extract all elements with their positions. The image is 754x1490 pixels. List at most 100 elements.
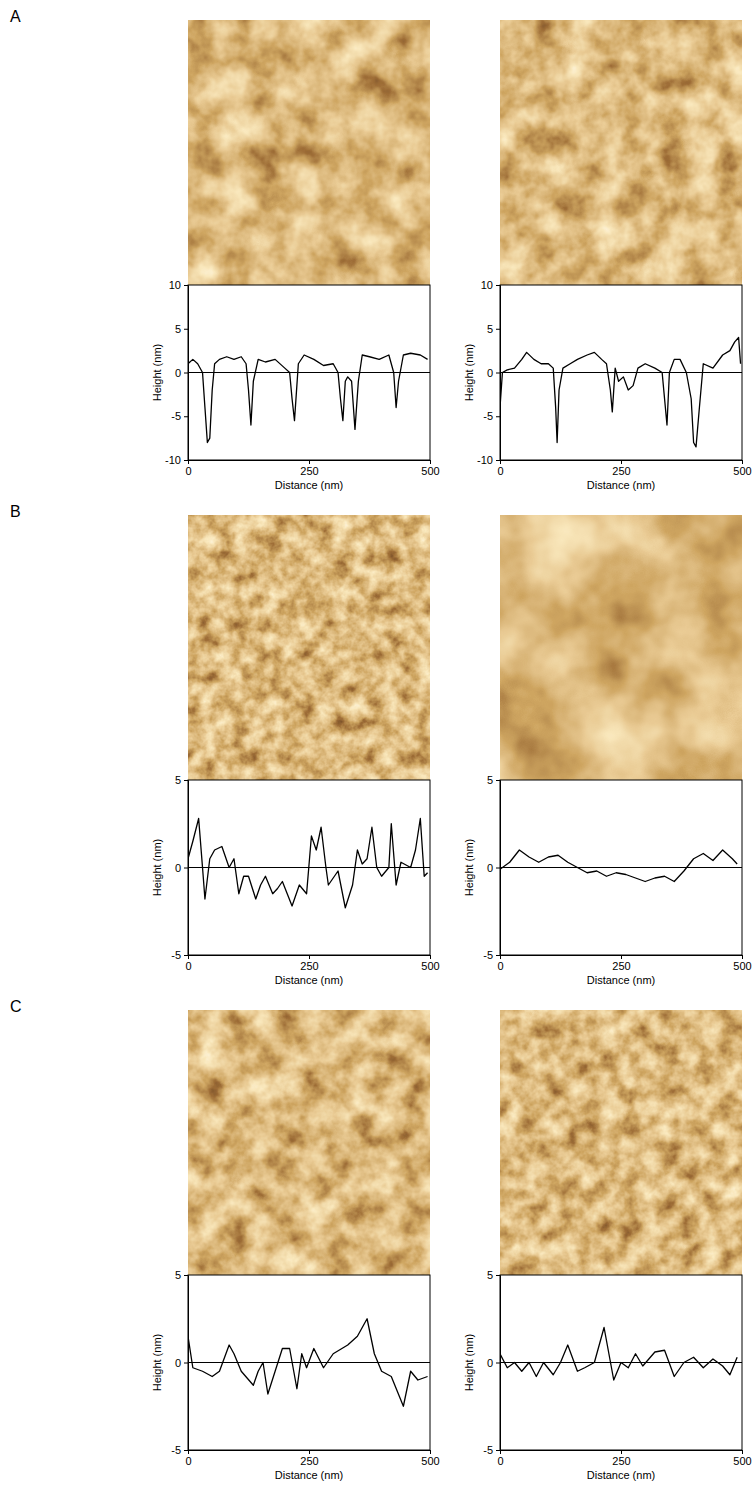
x-axis: 0 250 500 bbox=[185, 1450, 439, 1467]
tick-mark bbox=[184, 329, 188, 330]
tick-mark bbox=[496, 868, 500, 869]
x-axis-title: Distance (nm) bbox=[587, 479, 655, 491]
tick: 0 bbox=[175, 1357, 188, 1369]
tick: -5 bbox=[171, 410, 188, 422]
tick-label: 5 bbox=[175, 323, 181, 335]
y-axis: -505 bbox=[483, 1269, 500, 1456]
tick-mark bbox=[621, 955, 622, 959]
tick-mark bbox=[496, 1363, 500, 1364]
tick: 250 bbox=[300, 460, 318, 477]
afm-image bbox=[500, 1010, 742, 1275]
panel-letter: A bbox=[10, 8, 21, 25]
tick-label: 250 bbox=[612, 1455, 630, 1467]
y-axis: -505 bbox=[171, 774, 188, 961]
tick-label: 0 bbox=[487, 862, 493, 874]
plot-area bbox=[188, 819, 430, 908]
axis-line bbox=[496, 286, 501, 461]
tick-mark bbox=[184, 373, 188, 374]
tick-mark bbox=[309, 1450, 310, 1454]
tick-label: 0 bbox=[497, 465, 503, 477]
y-axis-title: Height (nm) bbox=[463, 344, 475, 401]
x-axis: 0 250 500 bbox=[497, 1450, 751, 1467]
plot-frame bbox=[500, 780, 742, 955]
tick: 500 bbox=[733, 955, 751, 972]
tick-label: -5 bbox=[483, 410, 493, 422]
tick: 0 bbox=[487, 862, 500, 874]
tick: -5 bbox=[483, 949, 500, 961]
x-axis-title: Distance (nm) bbox=[275, 479, 343, 491]
tick-label: 500 bbox=[421, 1455, 439, 1467]
tick-mark bbox=[621, 460, 622, 464]
tick-label: 250 bbox=[300, 960, 318, 972]
tick: 10 bbox=[169, 279, 188, 291]
tick-label: 5 bbox=[487, 323, 493, 335]
plot-frame bbox=[188, 780, 430, 955]
tick-label: 5 bbox=[487, 774, 493, 786]
tick-mark bbox=[184, 780, 188, 781]
tick-label: 5 bbox=[487, 1269, 493, 1281]
tick-mark bbox=[184, 868, 188, 869]
plot-frame bbox=[500, 1275, 742, 1450]
afm-image bbox=[500, 20, 742, 285]
axis-line bbox=[184, 286, 189, 461]
height-profile bbox=[188, 1319, 428, 1407]
tick-mark bbox=[430, 1450, 431, 1454]
tick: 5 bbox=[487, 1269, 500, 1281]
y-axis: -10 -5 0 5 10 bbox=[165, 279, 188, 466]
tick: -5 bbox=[483, 1444, 500, 1456]
tick: 500 bbox=[421, 1450, 439, 1467]
tick: 250 bbox=[612, 460, 630, 477]
y-axis: -5 0 5 bbox=[483, 774, 500, 961]
afm-image bbox=[188, 1010, 430, 1275]
tick: 0 bbox=[175, 862, 188, 874]
x-axis-title: Distance (nm) bbox=[587, 1469, 655, 1481]
axis-line bbox=[496, 781, 501, 956]
tick-label: -10 bbox=[165, 454, 181, 466]
tick-mark bbox=[496, 955, 500, 956]
panel: 0 250 500 -5 0 5 bbox=[483, 515, 751, 972]
tick-mark bbox=[309, 955, 310, 959]
tick-mark bbox=[496, 460, 500, 461]
tick-mark bbox=[184, 460, 188, 461]
tick: 500 bbox=[733, 1450, 751, 1467]
axis-line bbox=[501, 1451, 743, 1455]
panel: 0 250 500 -505 bbox=[483, 1010, 751, 1467]
tick: -5 bbox=[171, 1444, 188, 1456]
plot-area bbox=[500, 850, 742, 882]
axis-line bbox=[189, 1451, 431, 1455]
x-axis-title: Distance (nm) bbox=[275, 974, 343, 986]
x-axis-title: Distance (nm) bbox=[275, 1469, 343, 1481]
tick: 0 bbox=[497, 460, 503, 477]
tick-label: 0 bbox=[487, 367, 493, 379]
tick: 250 bbox=[300, 1450, 318, 1467]
y-axis-title: Height (nm) bbox=[463, 1334, 475, 1391]
axis-line bbox=[184, 781, 189, 956]
tick-mark bbox=[621, 1450, 622, 1454]
tick-label: 250 bbox=[300, 465, 318, 477]
tick: 10 bbox=[481, 279, 500, 291]
afm-image bbox=[188, 515, 430, 780]
tick: 250 bbox=[612, 955, 630, 972]
tick: 5 bbox=[175, 1269, 188, 1281]
plot-area bbox=[500, 338, 742, 447]
tick: -10 bbox=[165, 454, 188, 466]
axis-line bbox=[189, 461, 431, 465]
tick-label: 0 bbox=[185, 1455, 191, 1467]
plot-frame bbox=[500, 285, 742, 460]
plot-frame bbox=[188, 285, 430, 460]
tick-mark bbox=[430, 460, 431, 464]
axis-line bbox=[501, 956, 743, 960]
tick-label: -10 bbox=[477, 454, 493, 466]
plot-frame bbox=[188, 1275, 430, 1450]
tick: 0 bbox=[497, 1450, 503, 1467]
tick-label: 500 bbox=[733, 465, 751, 477]
tick-label: 500 bbox=[421, 465, 439, 477]
tick-label: 0 bbox=[175, 367, 181, 379]
tick-label: 5 bbox=[175, 1269, 181, 1281]
tick-label: 0 bbox=[185, 465, 191, 477]
tick-mark bbox=[742, 460, 743, 464]
height-profile bbox=[188, 819, 428, 908]
tick-mark bbox=[496, 780, 500, 781]
tick-label: 250 bbox=[612, 960, 630, 972]
panel-letter: C bbox=[10, 998, 22, 1015]
